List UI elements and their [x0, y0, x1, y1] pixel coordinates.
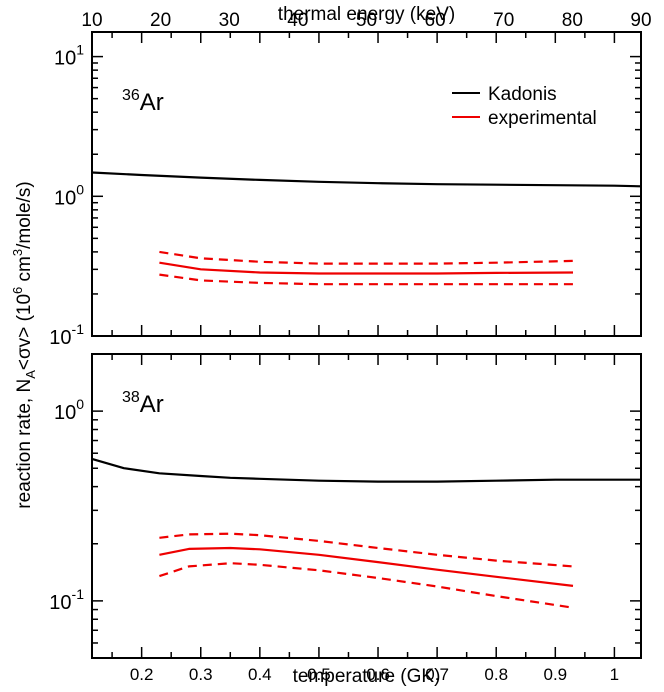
argon-38-mass-number: 38 [122, 389, 140, 406]
bottom-y-tick-label: 100 [54, 396, 84, 424]
bottom-x-tick-label: 0.7 [425, 665, 449, 684]
bottom-x-tick-label: 0.8 [484, 665, 508, 684]
top-axis-tick-label: 90 [630, 10, 651, 31]
top-panel-series [91, 171, 642, 286]
bottom-y-tick-exponent: -1 [72, 586, 85, 602]
y-label-prefix: reaction rate, N [14, 379, 35, 509]
bottom-x-tick-label: 0.4 [248, 665, 272, 684]
top-axis-title: thermal energy (keV) [278, 4, 455, 25]
bottom-x-tick-label: 0.5 [307, 665, 331, 684]
top-y-tick-label: 100 [54, 181, 84, 209]
top-plot-frame [91, 31, 642, 337]
bottom-experimental-upper-line [159, 532, 574, 568]
top-axis-tick-label: 80 [562, 10, 583, 31]
top-axis-tick-label: 40 [287, 10, 308, 31]
y-label-sup2: 3 [10, 249, 25, 256]
bottom-x-tick-label: 0.2 [130, 665, 154, 684]
top-y-tick-label: 101 [54, 42, 84, 70]
top-y-tick-base: 10 [54, 48, 76, 70]
bottom-y-tick-base: 10 [54, 402, 76, 424]
top-axis-tick-label: 60 [425, 10, 446, 31]
argon-38-label: 38Ar [122, 389, 164, 418]
top-kadonis-line [91, 171, 642, 188]
top-y-tick-base: 10 [54, 187, 76, 209]
top-y-tick-label: 10-1 [49, 321, 84, 349]
bottom-x-tick-label: 0.3 [189, 665, 213, 684]
top-experimental-line [159, 261, 574, 275]
bottom-y-tick-label: 10-1 [49, 586, 84, 614]
top-experimental-upper-line [159, 250, 574, 265]
top-axis-tick-label: 30 [219, 10, 240, 31]
y-label-mid2: cm [14, 256, 35, 287]
bottom-y-tick-base: 10 [49, 592, 71, 614]
bottom-panel-series [91, 457, 641, 609]
bottom-plot-frame [91, 353, 642, 659]
argon-36-label: 36Ar [122, 87, 164, 116]
top-y-tick-exponent: 0 [76, 181, 84, 197]
bottom-kadonis-line [91, 457, 641, 483]
bottom-x-tick-label: 0.9 [543, 665, 567, 684]
legend-experimental-label: experimental [488, 108, 597, 129]
y-label-mid: <σv> (10 [14, 294, 35, 370]
bottom-y-tick-exponent: 0 [76, 396, 84, 412]
legend-kadonis-label: Kadonis [488, 84, 557, 105]
bottom-experimental-lower-line [159, 562, 574, 609]
argon-38-element: Ar [140, 391, 164, 418]
argon-36-mass-number: 36 [122, 87, 140, 104]
y-label-suffix: /mole/s) [14, 181, 35, 249]
top-axis-tick-label: 50 [356, 10, 377, 31]
x-axis-title: temperature (GK) [293, 666, 441, 687]
bottom-experimental-line [159, 546, 574, 587]
top-y-tick-base: 10 [49, 327, 71, 349]
y-axis-title: reaction rate, NA<σv> (106 cm3/mole/s) [10, 181, 38, 508]
legend: Kadonis experimental [452, 84, 597, 129]
y-label-sup1: 6 [10, 287, 25, 294]
top-experimental-lower-line [159, 273, 573, 286]
y-label-sub: A [23, 370, 38, 379]
top-axis-tick-label: 10 [81, 10, 102, 31]
argon-36-element: Ar [140, 89, 164, 116]
bottom-x-tick-label: 0.6 [366, 665, 390, 684]
top-axis-tick-label: 20 [150, 10, 171, 31]
bottom-x-tick-label: 1 [610, 665, 619, 684]
top-y-tick-exponent: 1 [76, 42, 84, 58]
top-y-tick-exponent: -1 [72, 321, 85, 337]
top-axis-tick-label: 70 [493, 10, 514, 31]
